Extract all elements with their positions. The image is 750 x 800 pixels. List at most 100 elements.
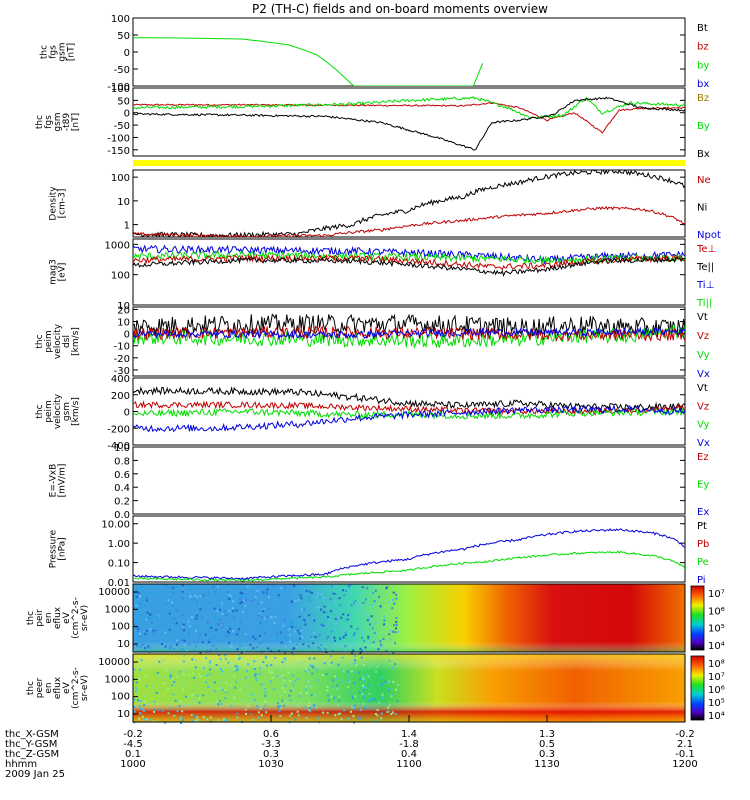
spectrogram-pixel: [221, 602, 224, 605]
spectrogram-pixel: [149, 718, 152, 721]
spectrogram-pixel: [161, 642, 164, 645]
spectrogram-pixel: [384, 680, 387, 683]
spectrogram-pixel: [297, 714, 300, 717]
spectrogram-pixel: [209, 661, 212, 664]
spectrogram-pixel: [134, 591, 137, 594]
spectrogram-pixel: [264, 694, 267, 697]
spectrogram-pixel: [307, 669, 310, 672]
spectrogram-pixel: [340, 680, 343, 683]
y-axis-label: eV: [62, 681, 72, 694]
spectrogram-pixel: [273, 621, 276, 624]
spectrogram-pixel: [343, 634, 346, 637]
spectrogram-pixel: [208, 673, 211, 676]
spectrogram-pixel: [171, 684, 174, 687]
spectrogram-pixel: [140, 707, 143, 710]
spectrogram-pixel: [380, 683, 383, 686]
spectrogram-pixel: [281, 674, 284, 677]
y-axis-label: [nT]: [67, 43, 77, 61]
spectrogram-pixel: [253, 598, 256, 601]
spectrogram-pixel: [279, 707, 282, 710]
spectrogram-pixel: [265, 621, 268, 624]
spectrogram-pixel: [199, 608, 202, 611]
spectrogram-pixel: [284, 637, 287, 640]
spectrogram-pixel: [304, 707, 307, 710]
spectrogram-pixel: [133, 721, 136, 724]
spectrogram-pixel: [291, 674, 294, 677]
spectrogram-pixel: [154, 657, 157, 660]
spectrogram-pixel: [248, 636, 251, 639]
spectrogram-pixel: [221, 688, 224, 691]
spectrogram-pixel: [162, 709, 165, 712]
y-tick-label: 50: [117, 96, 130, 107]
spectrogram-pixel: [352, 670, 355, 673]
spectrogram-pixel: [135, 645, 138, 648]
spectrogram-pixel: [263, 687, 266, 690]
spectrogram-pixel: [365, 598, 368, 601]
spectrogram-pixel: [209, 668, 212, 671]
spectrogram-pixel: [391, 654, 394, 657]
y-axis-label: en: [44, 682, 54, 693]
x-tick-label: 0.1: [125, 749, 141, 760]
spectrogram-pixel: [370, 615, 373, 618]
spectrogram-pixel: [149, 592, 152, 595]
spectrogram-pixel: [208, 641, 211, 644]
spectrogram-pixel: [364, 707, 367, 710]
spectrogram-pixel: [280, 641, 283, 644]
spectrogram-pixel: [296, 629, 299, 632]
spectrogram-pixel: [244, 598, 247, 601]
spectrogram-pixel: [333, 675, 336, 678]
spectrogram-pixel: [236, 712, 239, 715]
spectrogram-pixel: [382, 637, 385, 640]
y-tick-label: 10: [117, 709, 130, 720]
colorbar-label: 10⁸: [708, 659, 725, 670]
spectrogram-pixel: [346, 670, 349, 673]
spectrogram-pixel: [323, 662, 326, 665]
spectrogram-pixel: [378, 684, 381, 687]
spectrogram-pixel: [168, 674, 171, 677]
spectrogram-pixel: [330, 661, 333, 664]
x-tick-label: 0.3: [539, 749, 555, 760]
spectrogram-pixel: [239, 591, 242, 594]
spectrogram-pixel: [236, 666, 239, 669]
spectrogram-pixel: [312, 705, 315, 708]
spectrogram-pixel: [201, 641, 204, 644]
spectrogram-pixel: [386, 681, 389, 684]
spectrogram-pixel: [242, 588, 245, 591]
spectrogram-pixel: [310, 694, 313, 697]
spectrogram-pixel: [361, 636, 364, 639]
spectrogram-pixel: [254, 660, 257, 663]
spectrogram-pixel: [206, 602, 209, 605]
spectrogram-pixel: [315, 706, 318, 709]
spectrogram-pixel: [173, 680, 176, 683]
spectrogram-pixel: [181, 584, 184, 587]
spectrogram-pixel: [304, 688, 307, 691]
spectrogram-pixel: [233, 668, 236, 671]
spectrogram-pixel: [227, 661, 230, 664]
spectrogram-pixel: [391, 598, 394, 601]
spectrogram-pixel: [390, 695, 393, 698]
spectrogram-pixel: [362, 702, 365, 705]
spectrogram-pixel: [352, 644, 355, 647]
spectrogram-pixel: [253, 665, 256, 668]
spectrogram-pixel: [236, 716, 239, 719]
y-tick-label: 200: [111, 391, 130, 402]
spectrogram-pixel: [347, 686, 350, 689]
spectrogram-pixel: [385, 649, 388, 652]
spectrogram-pixel: [158, 624, 161, 627]
spectrogram-pixel: [299, 692, 302, 695]
spectrogram-pixel: [221, 613, 224, 616]
spectrogram-pixel: [164, 721, 167, 724]
spectrogram-pixel: [197, 718, 200, 721]
spectrogram-pixel: [298, 694, 301, 697]
spectrogram-pixel: [318, 633, 321, 636]
spectrogram-pixel: [175, 643, 178, 646]
spectrogram-pixel: [362, 601, 365, 604]
spectrogram-pixel: [380, 645, 383, 648]
spectrogram-pixel: [206, 621, 209, 624]
spectrogram-pixel: [182, 688, 185, 691]
legend-Ni: Ni: [697, 203, 707, 214]
spectrogram-pixel: [288, 628, 291, 631]
spectrogram-pixel: [196, 614, 199, 617]
spectrogram-pixel: [388, 659, 391, 662]
spectrogram-pixel: [335, 622, 338, 625]
